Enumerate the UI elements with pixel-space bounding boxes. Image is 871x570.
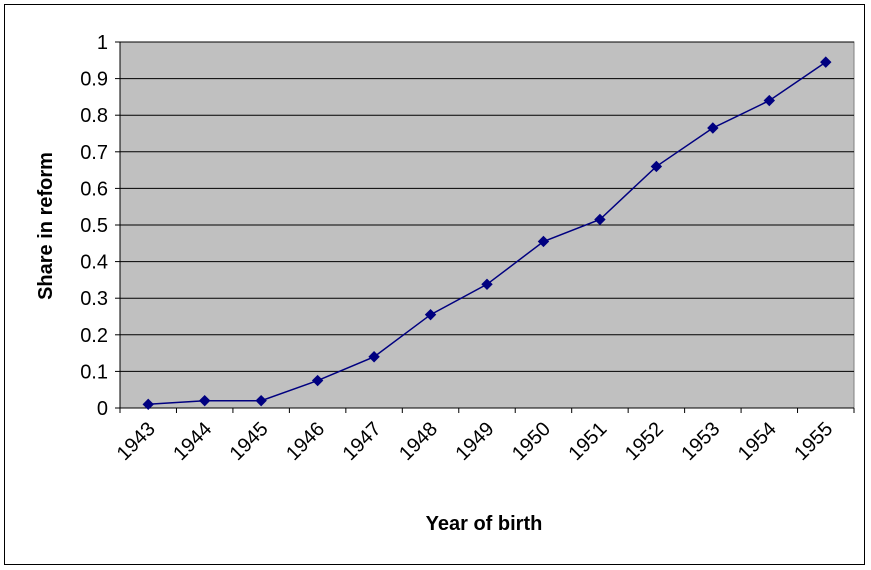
x-tick-label: 1948 (395, 418, 442, 465)
data-point-marker (198, 394, 211, 407)
x-tick-label: 1943 (113, 418, 160, 465)
x-axis-title: Year of birth (426, 513, 543, 535)
y-tick-label: 0 (97, 398, 108, 420)
data-point-marker (707, 122, 719, 134)
x-tick-label: 1951 (564, 418, 611, 465)
x-tick-label: 1949 (452, 418, 499, 465)
y-tick-label: 0.7 (80, 142, 108, 164)
y-tick-label: 0.3 (80, 288, 108, 310)
x-tick-label: 1947 (339, 418, 386, 465)
data-point-marker (368, 351, 380, 363)
x-tick-label: 1945 (226, 418, 273, 465)
y-tick-label: 0.4 (80, 252, 108, 274)
x-tick-label: 1946 (282, 418, 329, 465)
x-tick-label: 1944 (169, 418, 216, 465)
data-point-marker (424, 308, 437, 321)
y-tick-label: 0.2 (80, 325, 108, 347)
y-tick-label: 0.5 (80, 215, 108, 237)
y-tick-label: 0.9 (80, 69, 108, 91)
x-tick-label: 1953 (677, 418, 724, 465)
data-point-marker (537, 235, 550, 248)
data-point-marker (311, 374, 324, 387)
x-tick-label: 1955 (790, 418, 837, 465)
data-point-marker (820, 56, 832, 68)
y-tick-label: 0.6 (80, 178, 108, 200)
data-point-marker (763, 94, 776, 107)
data-point-marker (255, 394, 267, 407)
data-point-marker (481, 278, 493, 290)
x-tick-label: 1950 (508, 418, 555, 465)
x-tick-label: 1952 (621, 418, 668, 465)
gridlines (115, 41, 855, 413)
y-tick-label: 1 (97, 32, 108, 54)
y-axis-title: Share in reform (35, 152, 57, 300)
y-tick-label: 0.8 (80, 105, 108, 127)
y-tick-labels: 0 0.1 0.2 0.3 0.4 0.5 0.6 0.7 0.8 0.9 1 (80, 32, 108, 420)
x-tick-label: 1954 (734, 418, 781, 465)
data-point-marker (142, 398, 154, 411)
data-point-marker (594, 213, 606, 226)
series-group (142, 56, 832, 411)
data-point-marker (650, 160, 663, 173)
x-tick-labels: 1943 1944 1945 1946 1947 1948 1949 1950 1951 1952… (113, 418, 838, 465)
y-tick-label: 0.1 (80, 361, 108, 383)
